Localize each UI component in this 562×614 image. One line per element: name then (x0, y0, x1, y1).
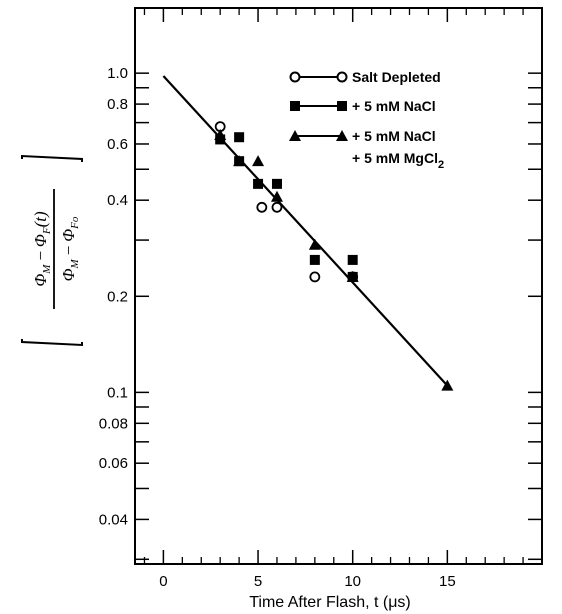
x-tick-label: 10 (344, 573, 361, 590)
point-nacl (347, 254, 358, 265)
point-nacl-mgcl2 (252, 155, 265, 167)
y-label-numerator: ΦM−ΦF(t) (31, 211, 53, 287)
fit-line (162, 75, 449, 387)
y-tick-label: 0.8 (107, 96, 128, 113)
y-label-right-bracket (21, 154, 83, 162)
legend-marker-triangle-right (336, 130, 348, 141)
point-nacl-mgcl2 (214, 129, 227, 141)
y-tick-label: 0.08 (99, 415, 128, 432)
axis-ticks: 0 5 10 15 1.0 0.8 0.6 0.4 0.2 0.1 0.08 0.06 0.04 (99, 8, 542, 590)
x-tick-label: 5 (254, 573, 262, 590)
legend-marker-triangle-left (289, 130, 301, 141)
x-tick-label: 0 (159, 573, 167, 590)
legend-label-nacl-mgcl2-line2: + 5 mM MgCl2 (352, 150, 444, 171)
y-tick-label: 0.4 (107, 192, 128, 209)
legend-marker-circle-right (336, 71, 348, 83)
point-nacl (234, 132, 245, 143)
y-label-left-bracket (21, 339, 83, 347)
point-salt-depleted (256, 201, 268, 213)
plot-frame (134, 7, 543, 565)
y-tick-label: 0.1 (107, 384, 128, 401)
legend-label-salt-depleted: Salt Depleted (352, 69, 441, 85)
x-axis-label: Time After Flash, t (μs) (249, 594, 411, 611)
y-tick-label: 0.04 (99, 511, 128, 528)
y-tick-label: 0.6 (107, 136, 128, 153)
data-points (214, 121, 454, 391)
point-nacl-mgcl2 (270, 190, 283, 202)
legend-marker-circle-left (289, 71, 301, 83)
y-tick-label: 1.0 (107, 65, 128, 82)
y-tick-label: 0.06 (99, 455, 128, 472)
point-salt-depleted (271, 201, 283, 213)
point-salt-depleted (309, 271, 321, 283)
point-nacl (271, 178, 282, 189)
y-label-denominator: ΦM−ΦFo (59, 216, 81, 281)
point-nacl-mgcl2 (346, 270, 359, 282)
legend-marker-square-left (290, 101, 300, 111)
y-tick-label: 0.2 (107, 288, 128, 305)
legend: Salt Depleted + 5 mM NaCl + 5 mM NaCl + … (289, 69, 444, 171)
legend-label-nacl: + 5 mM NaCl (352, 98, 436, 114)
point-nacl-mgcl2 (233, 155, 246, 167)
y-axis-label: ΦM−ΦF(t) ΦM−ΦFo (21, 154, 83, 347)
point-nacl-mgcl2 (308, 238, 321, 250)
point-nacl (309, 254, 320, 265)
point-nacl-mgcl2 (441, 379, 454, 391)
legend-label-nacl-mgcl2-line1: + 5 mM NaCl (352, 128, 436, 144)
legend-marker-square-right (337, 101, 347, 111)
point-nacl (253, 178, 264, 189)
x-tick-label: 15 (439, 573, 456, 590)
fit-line-segment (162, 75, 449, 387)
